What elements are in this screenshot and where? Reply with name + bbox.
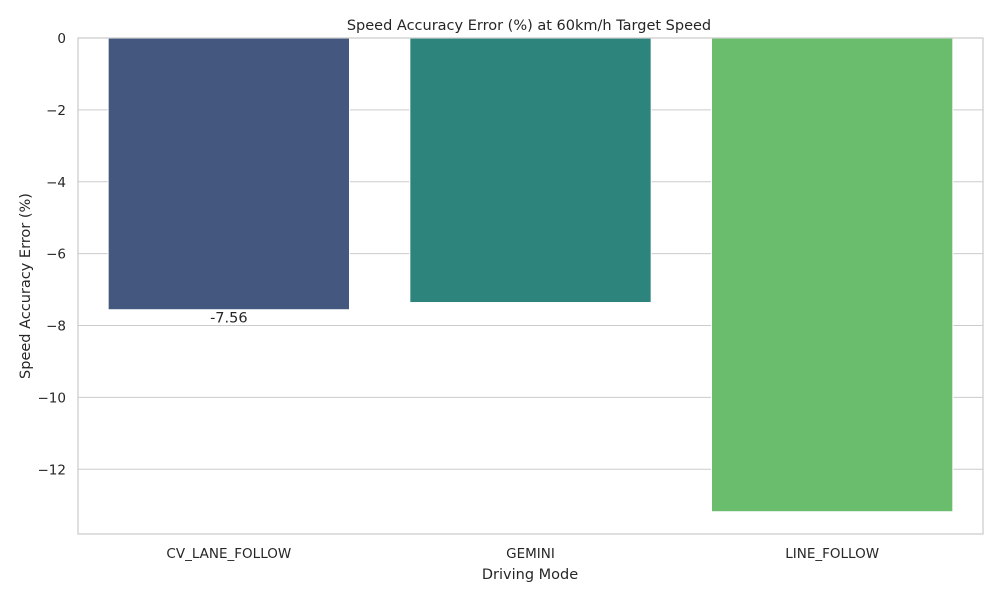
x-tick-labels: CV_LANE_FOLLOW GEMINI LINE_FOLLOW [166,546,879,562]
y-tick-labels: 0 −2 −4 −6 −8 −10 −12 [38,31,67,478]
y-tick-label: −10 [38,390,67,406]
x-tick-label: CV_LANE_FOLLOW [166,546,291,562]
bars [107,37,954,513]
y-tick-label: −2 [46,103,66,119]
y-tick-label: −12 [38,462,67,478]
y-tick-label: −6 [46,247,66,263]
y-tick-label: −4 [46,175,66,191]
y-axis-label: Speed Accuracy Error (%) [18,193,34,379]
bar-gemini [409,37,652,304]
chart-title: Speed Accuracy Error (%) at 60km/h Targe… [347,18,711,34]
y-tick-label: 0 [57,31,66,47]
x-axis-label: Driving Mode [482,567,578,583]
plot-frame [77,37,984,535]
y-tick-label: −8 [46,319,66,335]
data-label: -7.56 [210,311,248,327]
bar-cv-lane-follow [107,37,350,311]
bar-line-follow [711,37,954,513]
data-labels: -7.56 [210,311,248,327]
x-tick-label: GEMINI [506,546,555,562]
x-tick-label: LINE_FOLLOW [785,546,879,562]
